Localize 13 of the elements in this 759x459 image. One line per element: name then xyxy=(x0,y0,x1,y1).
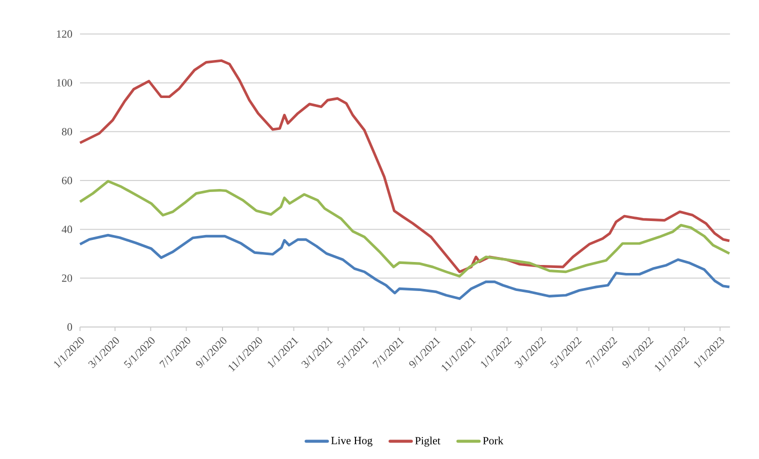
y-tick-label: 80 xyxy=(62,128,72,136)
y-tick-label: 60 xyxy=(62,176,72,184)
y-tick-label: 100 xyxy=(57,79,72,87)
y-tick-label: 0 xyxy=(67,323,72,331)
y-tick-label: 20 xyxy=(62,274,72,282)
legend-label: Pork xyxy=(482,436,504,444)
y-tick-label: 40 xyxy=(62,226,72,234)
line-series xyxy=(78,59,731,274)
line-series xyxy=(78,234,731,300)
legend-label: Piglet xyxy=(415,436,440,447)
line-series xyxy=(78,180,731,278)
y-tick-label: 120 xyxy=(57,30,72,38)
legend-label: Live Hog xyxy=(331,436,372,446)
